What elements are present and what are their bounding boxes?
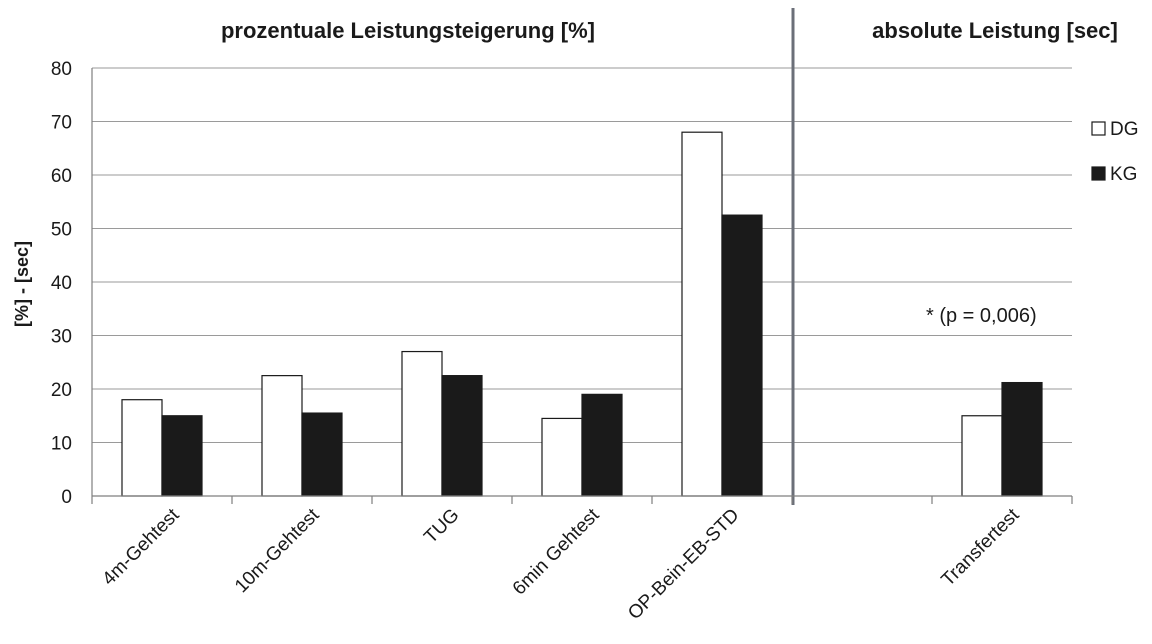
y-tick-label: 60: [51, 166, 72, 187]
y-tick-label: 0: [61, 487, 72, 508]
x-tick-marks: [91, 496, 1073, 504]
bar-dg-6: [961, 415, 1003, 497]
y-tick-label: 80: [51, 59, 72, 80]
bar-dg-2: [401, 350, 443, 497]
bar-kg-6: [1001, 381, 1043, 497]
bar-kg-1: [301, 412, 343, 497]
category-label: 4m-Gehtest: [98, 504, 184, 590]
y-tick-label: 50: [51, 220, 72, 241]
bars: [121, 131, 1043, 497]
bar-dg-0: [121, 399, 163, 497]
section-title-absolute: absolute Leistung [sec]: [872, 18, 1118, 43]
legend: DG KG: [1091, 119, 1139, 185]
category-label: OP-Bein-EB-STD: [624, 505, 743, 624]
y-axis-label: [%] - [sec]: [12, 241, 32, 327]
legend-swatch-dg: [1091, 121, 1106, 136]
category-label: TUG: [420, 505, 463, 548]
legend-swatch-kg: [1091, 166, 1106, 181]
bar-kg-2: [441, 375, 483, 497]
bar-dg-1: [261, 375, 303, 497]
y-tick-label: 20: [51, 380, 72, 401]
significance-annotation: * (p = 0,006): [926, 305, 1037, 327]
y-tick-label: 30: [51, 327, 72, 348]
category-label: 6min Gehtest: [509, 504, 604, 599]
bar-dg-3: [541, 417, 583, 497]
bar-kg-3: [581, 393, 623, 497]
y-tick-labels: 0 10 20 30 40 50 60 70 80: [51, 59, 72, 508]
bar-kg-0: [161, 415, 203, 497]
y-tick-label: 10: [51, 434, 72, 455]
category-label: 10m-Gehtest: [231, 504, 324, 597]
section-title-percent: prozentuale Leistungsteigerung [%]: [221, 18, 595, 43]
legend-label-kg: KG: [1110, 164, 1137, 185]
y-tick-label: 40: [51, 273, 72, 294]
gridlines: [92, 67, 1072, 443]
bar-dg-4: [681, 131, 723, 497]
legend-label-dg: DG: [1110, 119, 1139, 140]
category-labels: 4m-Gehtest 10m-Gehtest TUG 6min Gehtest OP-B…: [98, 504, 1024, 624]
y-tick-label: 70: [51, 113, 72, 134]
category-label: Transfertest: [938, 504, 1025, 591]
bar-kg-4: [721, 214, 763, 497]
